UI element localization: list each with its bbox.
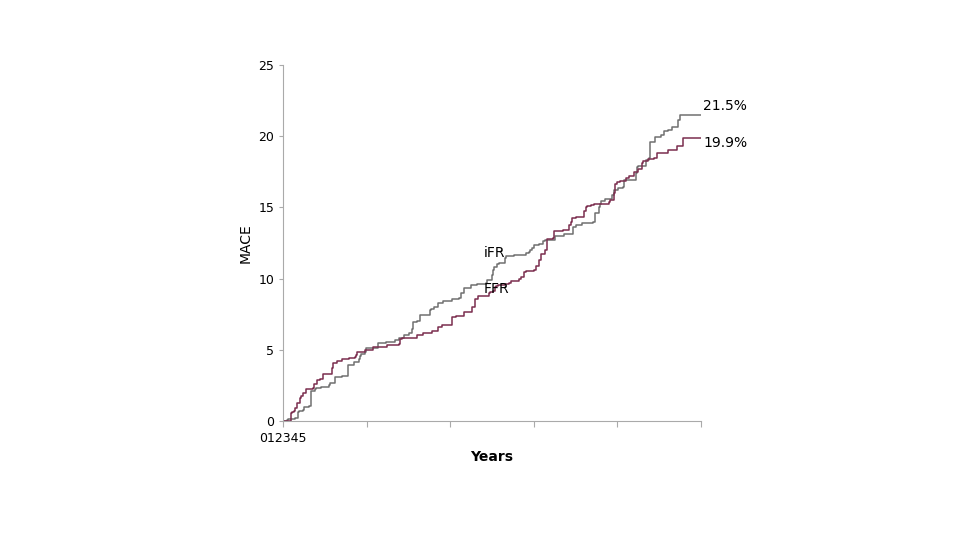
- Line: iFR: iFR: [283, 114, 701, 421]
- X-axis label: Years: Years: [470, 450, 514, 464]
- iFR: [609, 188, 620, 194]
- iFR: [398, 332, 410, 339]
- FFR: [695, 134, 707, 141]
- iFR: [390, 337, 401, 343]
- FFR: [603, 199, 614, 206]
- Text: iFR: iFR: [484, 246, 505, 260]
- Y-axis label: MACE: MACE: [239, 223, 252, 263]
- iFR: [277, 418, 289, 424]
- iFR: [319, 384, 330, 390]
- FFR: [604, 199, 615, 205]
- iFR: [682, 111, 693, 118]
- FFR: [277, 418, 289, 424]
- FFR: [424, 330, 436, 336]
- iFR: [695, 111, 707, 118]
- iFR: [609, 191, 620, 198]
- FFR: [398, 335, 410, 341]
- FFR: [298, 390, 309, 396]
- Line: FFR: FFR: [283, 138, 701, 421]
- FFR: [683, 134, 694, 141]
- Text: FFR: FFR: [484, 282, 509, 296]
- iFR: [305, 388, 317, 394]
- FFR: [311, 376, 323, 383]
- Text: 21.5%: 21.5%: [704, 99, 747, 113]
- Text: 19.9%: 19.9%: [704, 137, 748, 151]
